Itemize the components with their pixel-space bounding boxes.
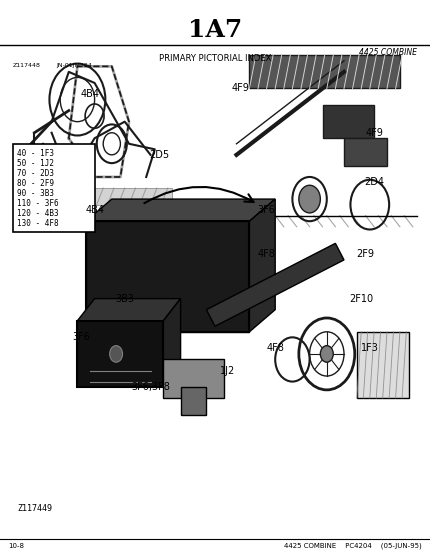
- Polygon shape: [249, 199, 275, 332]
- Text: 130 - 4F8: 130 - 4F8: [17, 219, 59, 228]
- Text: 50 - 1J2: 50 - 1J2: [17, 159, 54, 168]
- Polygon shape: [206, 243, 344, 326]
- Polygon shape: [163, 299, 181, 387]
- Bar: [181, 387, 206, 415]
- Text: 120 - 4B3: 120 - 4B3: [17, 209, 59, 218]
- Bar: [322, 105, 374, 138]
- Text: 3F6: 3F6: [258, 205, 276, 215]
- Polygon shape: [86, 199, 275, 221]
- Bar: [22, 188, 172, 205]
- Circle shape: [110, 346, 123, 362]
- Text: PRIMARY PICTORIAL INDEX: PRIMARY PICTORIAL INDEX: [159, 54, 271, 62]
- Text: 40 - 1F3: 40 - 1F3: [17, 149, 54, 158]
- Bar: [86, 221, 249, 332]
- Text: 3F6,3F8: 3F6,3F8: [131, 382, 170, 392]
- Text: 3B3: 3B3: [115, 294, 134, 304]
- Text: 2D4: 2D4: [364, 178, 384, 187]
- Text: 4F8: 4F8: [258, 249, 276, 259]
- FancyBboxPatch shape: [13, 144, 95, 232]
- Text: 2D5: 2D5: [149, 150, 169, 160]
- Text: 110 - 3F6: 110 - 3F6: [17, 199, 59, 208]
- Text: 10-8: 10-8: [9, 543, 25, 549]
- Text: 70 - 2D3: 70 - 2D3: [17, 169, 54, 178]
- Text: 4F9: 4F9: [365, 128, 383, 138]
- FancyArrowPatch shape: [144, 187, 254, 203]
- Bar: [163, 359, 224, 398]
- Text: 4B4: 4B4: [85, 205, 104, 215]
- Bar: [86, 221, 249, 332]
- Text: 4B4: 4B4: [81, 89, 100, 99]
- Circle shape: [320, 346, 333, 362]
- Text: 3F6: 3F6: [73, 332, 91, 342]
- Bar: [77, 321, 163, 387]
- Bar: [249, 55, 400, 88]
- Text: 80 - 2F9: 80 - 2F9: [17, 179, 54, 188]
- Text: 2F9: 2F9: [356, 249, 375, 259]
- Text: 90 - 3B3: 90 - 3B3: [17, 189, 54, 198]
- Text: Z117449: Z117449: [17, 504, 52, 513]
- Text: 4F9: 4F9: [232, 84, 250, 93]
- Text: 1F3: 1F3: [361, 343, 379, 353]
- Circle shape: [299, 185, 320, 213]
- Text: Z117448: Z117448: [13, 62, 41, 68]
- Bar: [344, 138, 387, 166]
- Text: JN-01JM394: JN-01JM394: [56, 62, 92, 68]
- Text: 4425 COMBINE: 4425 COMBINE: [359, 48, 417, 57]
- Text: 4F8: 4F8: [266, 343, 284, 353]
- Bar: [357, 332, 408, 398]
- Text: 4425 COMBINE    PC4204    (05-JUN-95): 4425 COMBINE PC4204 (05-JUN-95): [284, 542, 421, 549]
- Polygon shape: [77, 299, 181, 321]
- Text: 2F10: 2F10: [349, 294, 373, 304]
- Text: 1J2: 1J2: [220, 366, 236, 375]
- Text: 1A7: 1A7: [188, 18, 242, 43]
